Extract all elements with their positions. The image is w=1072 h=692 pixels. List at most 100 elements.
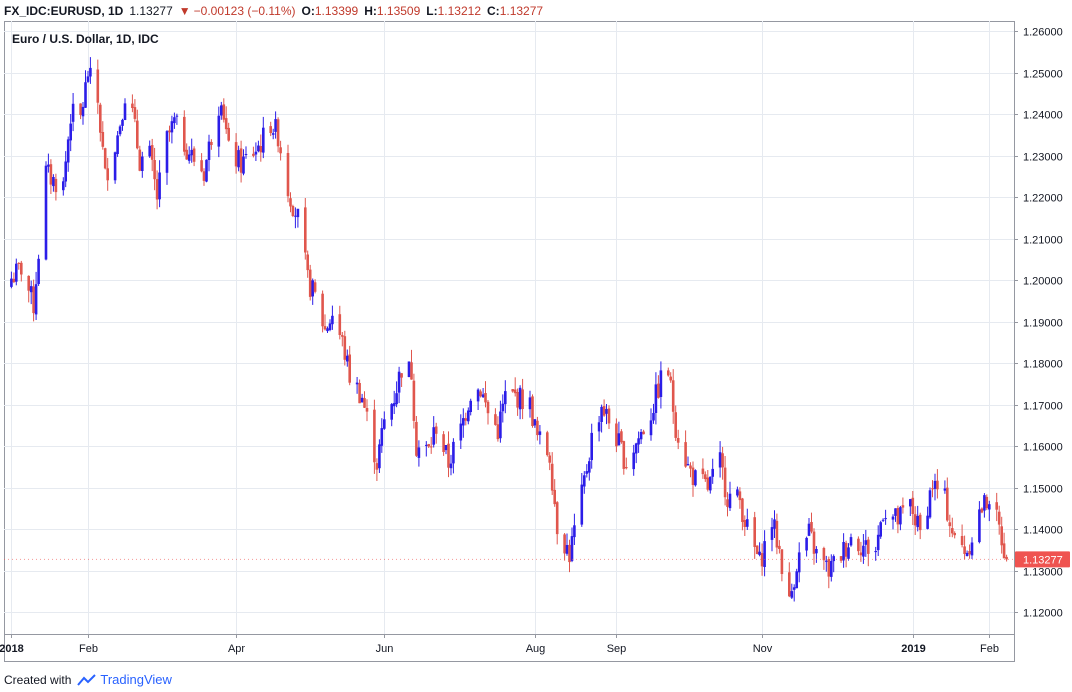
candle-body (936, 480, 939, 490)
candle-body (373, 409, 376, 463)
y-tick-label: 1.20000 (1023, 276, 1063, 288)
candle-body (481, 394, 485, 398)
x-tick-label: Feb (980, 643, 999, 655)
candle-body (518, 387, 522, 410)
candle-body (168, 130, 171, 133)
candle-body (909, 499, 912, 507)
candle-body (113, 152, 117, 181)
candle-body (997, 511, 1001, 525)
candle-body (202, 171, 206, 181)
candle-body (358, 383, 361, 404)
candle-body (620, 431, 623, 443)
candle-body (625, 467, 628, 469)
candle-body (89, 67, 92, 77)
candle-body (822, 548, 826, 561)
candle-body (755, 545, 759, 554)
candle-body (746, 519, 749, 527)
candle-body (343, 336, 347, 360)
candle-body (205, 159, 208, 182)
candle-body (62, 181, 65, 191)
candle-body (291, 206, 295, 216)
candle-body (185, 149, 188, 160)
candle-body (881, 519, 885, 521)
candle-body (988, 504, 991, 510)
candle-body (407, 361, 411, 377)
candle-body (84, 82, 87, 108)
candle-body (918, 514, 922, 531)
candle-body (44, 165, 48, 260)
candle-body (810, 522, 813, 532)
candle-body (150, 145, 154, 160)
candle-body (99, 104, 102, 133)
candle-body (69, 123, 72, 141)
candle-body (933, 480, 937, 489)
candle-body (913, 514, 917, 526)
candle-body (269, 126, 272, 133)
candle-body (383, 419, 386, 429)
candle-body (464, 418, 468, 421)
candle-body (29, 286, 33, 293)
y-tick-label: 1.21000 (1023, 235, 1063, 247)
candle-body (190, 149, 193, 156)
candle-body (711, 468, 714, 477)
candle-body (669, 376, 672, 381)
symbol-label[interactable]: FX_IDC:EURUSD, 1D (4, 4, 124, 18)
y-tick-label: 1.15000 (1023, 484, 1063, 496)
candle-body (807, 523, 811, 536)
candle-body (328, 323, 332, 330)
candle-body (857, 538, 860, 552)
candle-body (165, 131, 169, 173)
candle-body (511, 389, 514, 392)
candle-body (410, 362, 413, 380)
y-tick-label: 1.13000 (1023, 567, 1063, 579)
candle-body (686, 464, 690, 466)
price-change: −0.00123 (−0.11%) (193, 4, 296, 18)
candle-body (242, 156, 245, 174)
high-value: 1.13509 (376, 4, 421, 18)
candle-body (103, 148, 107, 169)
candle-body (429, 446, 433, 448)
y-tick-label: 1.18000 (1023, 359, 1063, 371)
candle-body (538, 431, 542, 435)
candle-body (637, 438, 640, 445)
candle-body (390, 404, 393, 420)
open-label: O: (301, 4, 315, 18)
candle-body (175, 115, 179, 117)
y-tick-label: 1.22000 (1023, 193, 1063, 205)
candle-body (262, 127, 265, 153)
candle-body (901, 505, 905, 508)
chart-frame (4, 21, 1015, 662)
y-tick-label: 1.23000 (1023, 152, 1063, 164)
candle-body (867, 539, 870, 554)
candle-body (274, 119, 277, 132)
candle-body (632, 452, 635, 470)
candle-body (375, 463, 379, 470)
candle-body (12, 278, 16, 283)
candle-body (187, 154, 191, 161)
candle-body (313, 282, 317, 292)
candle-body (775, 520, 779, 548)
candle-body (412, 380, 416, 421)
candle-body (469, 400, 472, 412)
candle-body (691, 467, 695, 485)
candle-body (563, 534, 566, 554)
close-value: 1.13277 (499, 4, 544, 18)
candle-body (607, 408, 611, 424)
candle-body (565, 545, 569, 554)
candle-body (709, 476, 712, 491)
tradingview-logo-icon (77, 673, 97, 686)
series-legend[interactable]: Euro / U.S. Dollar, 1D, IDC (12, 32, 159, 46)
candle-body (825, 560, 828, 562)
candle-body (54, 178, 58, 193)
candle-body (484, 393, 487, 403)
price-chart[interactable]: 1.12000 1.13000 1.14000 1.15000 1.16000 1.170… (0, 0, 1072, 672)
tradingview-link[interactable]: TradingView (100, 672, 172, 687)
last-price: 1.13277 (129, 4, 173, 18)
candle-body (931, 488, 934, 490)
candle-body (64, 161, 67, 182)
candle-body (81, 106, 85, 117)
candle-body (289, 198, 292, 207)
candle-body (257, 145, 260, 152)
candle-body (378, 444, 381, 469)
candle-body (805, 537, 808, 551)
